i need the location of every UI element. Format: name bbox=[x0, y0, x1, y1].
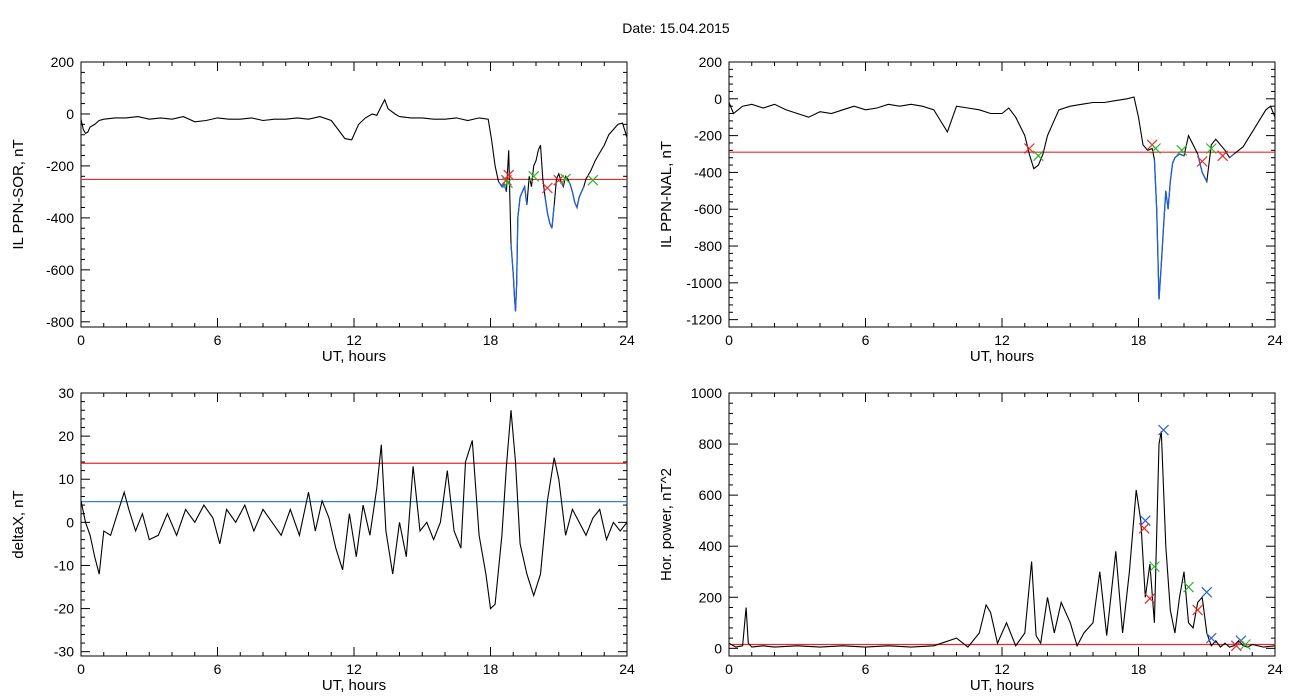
event-marker bbox=[1149, 561, 1160, 573]
y-tick-label: -30 bbox=[54, 644, 74, 660]
below-threshold-segment bbox=[1197, 153, 1208, 182]
event-marker bbox=[1240, 639, 1251, 650]
below-threshold-segment bbox=[1229, 153, 1235, 159]
y-tick-label: 10 bbox=[58, 471, 74, 487]
x-axis-label: UT, hours bbox=[322, 677, 386, 694]
event-marker bbox=[560, 173, 571, 185]
event-marker bbox=[528, 170, 540, 182]
x-tick-label: 24 bbox=[1267, 661, 1283, 677]
series-line bbox=[729, 431, 1275, 648]
series-line bbox=[81, 410, 627, 610]
chart-deltax: 0 6 12 18 24 30 20 10 0 -10 -20 -30 UT, hours deltaX,… bbox=[10, 385, 635, 694]
chart-hor-power: 0 6 12 18 24 1000 800 600 400 200 0 UT, hours Hor. p… bbox=[658, 385, 1283, 694]
y-tick-label: 0 bbox=[714, 640, 722, 656]
y-axis-label: Hor. power, nT^2 bbox=[658, 468, 675, 581]
series-line bbox=[729, 96, 1275, 300]
x-tick-label: 18 bbox=[483, 661, 499, 677]
event-marker bbox=[1230, 640, 1242, 652]
x-tick-label: 12 bbox=[994, 661, 1010, 677]
event-marker bbox=[1192, 604, 1204, 616]
x-tick-label: 0 bbox=[725, 332, 733, 348]
event-marker bbox=[1138, 522, 1150, 534]
y-tick-label: -400 bbox=[694, 164, 722, 180]
page-title: Date: 15.04.2015 bbox=[622, 20, 730, 36]
event-marker bbox=[1144, 593, 1156, 604]
event-marker bbox=[1205, 632, 1217, 644]
event-marker bbox=[1217, 150, 1229, 162]
plot-frame bbox=[728, 61, 1276, 328]
event-marker bbox=[1176, 144, 1188, 156]
y-tick-label: -400 bbox=[46, 210, 74, 226]
chart-il-nal: 0 6 12 18 24 200 0 -200 -400 -600 -800 -1000 -1200 UT… bbox=[658, 54, 1283, 365]
x-axis-label: UT, hours bbox=[970, 348, 1034, 365]
x-tick-label: 24 bbox=[619, 332, 635, 348]
y-tick-label: -1200 bbox=[686, 312, 722, 328]
x-tick-label: 6 bbox=[214, 332, 222, 348]
x-axis-label: UT, hours bbox=[970, 677, 1034, 694]
y-tick-label: -200 bbox=[46, 158, 74, 174]
y-tick-label: 0 bbox=[66, 106, 74, 122]
series-line bbox=[81, 98, 627, 312]
chart-il-sor: 0 6 12 18 24 200 0 -200 -400 -600 -800 UT, hours IL … bbox=[10, 54, 635, 365]
x-tick-label: 18 bbox=[483, 332, 499, 348]
y-tick-label: -20 bbox=[54, 601, 74, 617]
y-tick-label: 800 bbox=[699, 436, 723, 452]
y-tick-label: -800 bbox=[694, 238, 722, 254]
event-marker bbox=[1201, 586, 1213, 598]
y-tick-label: 20 bbox=[58, 428, 74, 444]
event-marker bbox=[541, 182, 553, 194]
event-marker bbox=[1205, 143, 1217, 154]
x-tick-label: 18 bbox=[1131, 332, 1147, 348]
y-tick-label: -1000 bbox=[686, 275, 722, 291]
event-marker bbox=[1196, 155, 1208, 167]
y-tick-label: 1000 bbox=[691, 385, 722, 401]
below-threshold-segment bbox=[569, 183, 585, 210]
y-axis-label: deltaX, nT bbox=[10, 490, 27, 558]
y-tick-label: 200 bbox=[699, 589, 723, 605]
x-tick-label: 12 bbox=[346, 661, 362, 677]
event-marker bbox=[502, 177, 513, 189]
below-threshold-segment bbox=[497, 181, 508, 193]
event-marker bbox=[1158, 424, 1169, 436]
x-tick-label: 18 bbox=[1131, 661, 1147, 677]
x-tick-label: 0 bbox=[77, 332, 85, 348]
event-marker bbox=[1023, 143, 1035, 154]
x-tick-label: 6 bbox=[862, 332, 870, 348]
x-tick-label: 6 bbox=[862, 661, 870, 677]
y-tick-label: 200 bbox=[699, 54, 723, 70]
x-tick-label: 6 bbox=[214, 661, 222, 677]
y-axis-label: IL PPN-SOR, nT bbox=[10, 139, 27, 249]
below-threshold-segment bbox=[544, 197, 555, 229]
y-tick-label: -800 bbox=[46, 314, 74, 330]
x-tick-label: 12 bbox=[346, 332, 362, 348]
x-tick-label: 12 bbox=[994, 332, 1010, 348]
below-threshold-segment bbox=[1153, 153, 1185, 300]
below-threshold-segment bbox=[510, 184, 528, 312]
y-tick-label: 600 bbox=[699, 487, 723, 503]
event-marker bbox=[1183, 581, 1194, 593]
x-tick-label: 0 bbox=[725, 661, 733, 677]
event-marker bbox=[1032, 150, 1044, 162]
plot-frame bbox=[728, 392, 1276, 657]
x-axis-label: UT, hours bbox=[322, 348, 386, 365]
event-marker bbox=[553, 174, 565, 186]
y-tick-label: 0 bbox=[714, 91, 722, 107]
y-tick-label: 0 bbox=[66, 514, 74, 530]
x-tick-label: 24 bbox=[619, 661, 635, 677]
y-tick-label: -600 bbox=[694, 201, 722, 217]
y-tick-label: 30 bbox=[58, 385, 74, 401]
event-marker bbox=[587, 174, 599, 186]
y-tick-label: 400 bbox=[699, 538, 723, 554]
event-marker bbox=[1150, 143, 1161, 154]
x-tick-label: 24 bbox=[1267, 332, 1283, 348]
y-tick-label: -600 bbox=[46, 262, 74, 278]
y-tick-label: -200 bbox=[694, 128, 722, 144]
y-tick-label: 200 bbox=[51, 54, 75, 70]
y-tick-label: -10 bbox=[54, 557, 74, 573]
x-tick-label: 0 bbox=[77, 661, 85, 677]
y-axis-label: IL PPN-NAL, nT bbox=[658, 141, 675, 248]
